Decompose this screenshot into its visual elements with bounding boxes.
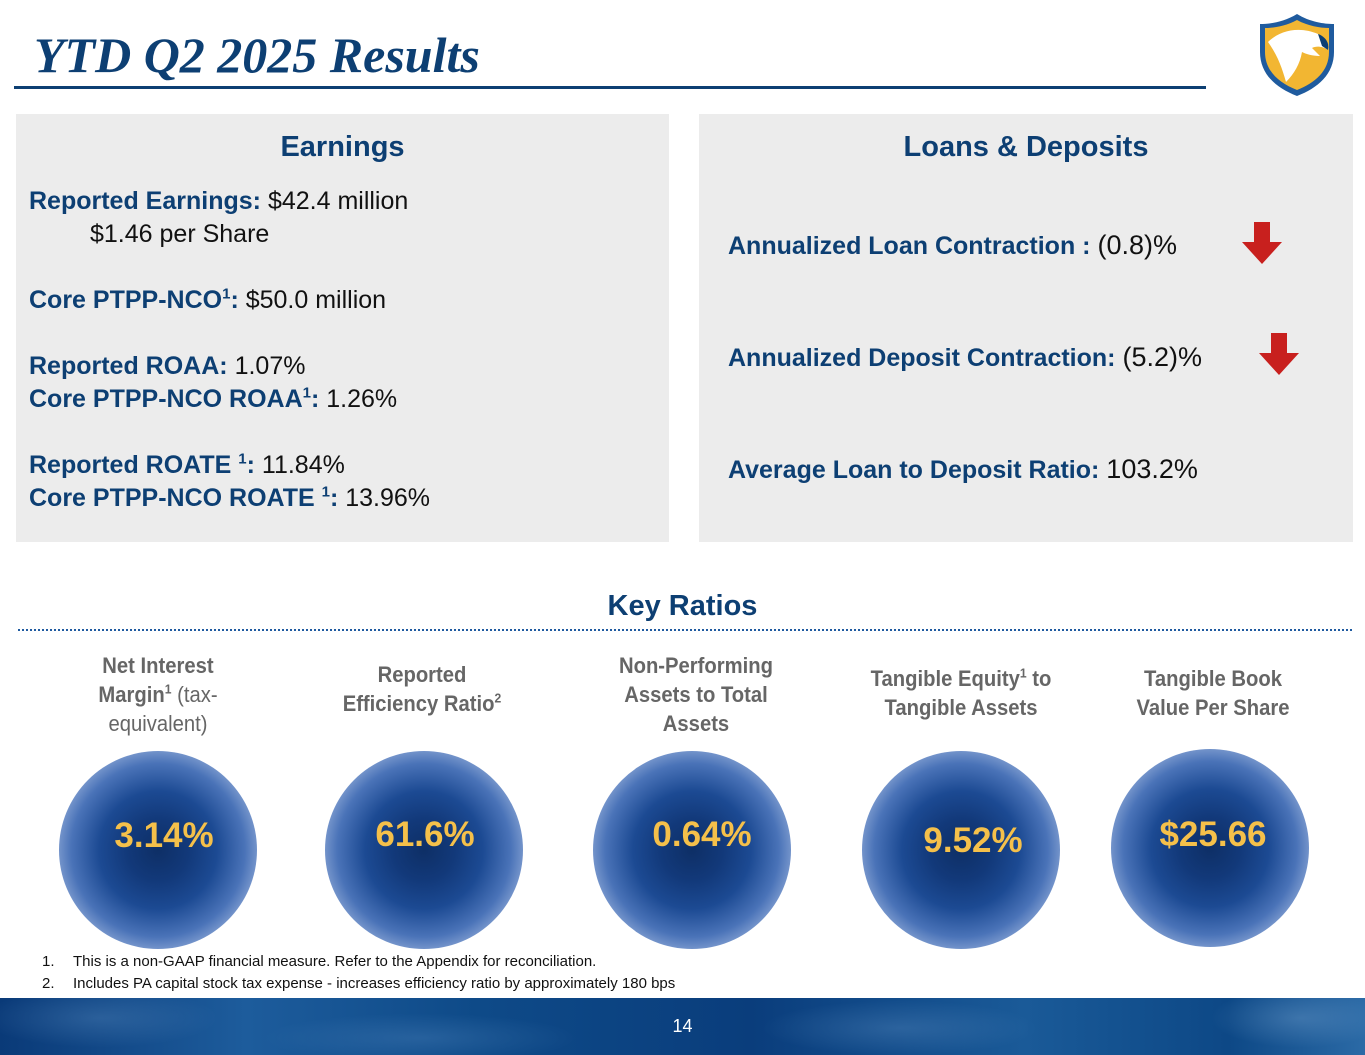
reported-roate-value: 11.84% bbox=[261, 451, 345, 479]
ratio-circle-tangible-equity bbox=[862, 751, 1060, 949]
footnote-2: 2. Includes PA capital stock tax expense … bbox=[42, 975, 676, 992]
reported-roaa-label: Reported ROAA: bbox=[29, 352, 228, 380]
footnote-ref: 1 bbox=[302, 384, 311, 402]
earnings-panel: Earnings Reported Earnings: $42.4 millio… bbox=[16, 114, 669, 542]
footnote-ref: 1 bbox=[321, 483, 330, 501]
loan-deposit-ratio-value: 103.2% bbox=[1106, 454, 1198, 484]
ratio-label-nim: Net Interest Margin1 (tax- equivalent) bbox=[98, 653, 218, 736]
ratio-label-npa: Non-Performing Assets to Total Assets bbox=[618, 653, 774, 736]
footnotes: 1. This is a non-GAAP financial measure. … bbox=[42, 951, 675, 995]
footnote-ref: 1 bbox=[222, 285, 231, 303]
core-ptpp-line: Core PTPP-NCO1: $50.0 million bbox=[29, 285, 387, 314]
reported-roate-label: Reported ROATE bbox=[29, 451, 239, 479]
footnote-ref: 1 bbox=[238, 450, 247, 468]
core-ptpp-value: $50.0 million bbox=[245, 286, 387, 314]
deposit-contraction-value: (5.2)% bbox=[1122, 342, 1202, 372]
ratio-value-tangible-equity: 9.52% bbox=[923, 821, 1023, 860]
loan-deposit-ratio-line: Average Loan to Deposit Ratio: 103.2% bbox=[728, 454, 1198, 485]
key-ratios-divider bbox=[18, 629, 1352, 631]
ratio-value-tbvps: $25.66 bbox=[1159, 815, 1267, 854]
loans-deposits-panel: Loans & Deposits Annualized Loan Contrac… bbox=[699, 114, 1353, 542]
down-arrow-icon bbox=[1259, 333, 1299, 375]
footer-map-graphic bbox=[0, 998, 1365, 1055]
reported-earnings-line: Reported Earnings: $42.4 million bbox=[29, 187, 408, 216]
reported-earnings-value: $42.4 million bbox=[267, 187, 409, 215]
loan-contraction-label: Annualized Loan Contraction : bbox=[728, 232, 1091, 260]
core-roate-value: 13.96% bbox=[345, 484, 431, 512]
reported-earnings-label: Reported Earnings: bbox=[29, 187, 261, 215]
page-title: YTD Q2 2025 Results bbox=[34, 27, 480, 83]
deposit-contraction-label: Annualized Deposit Contraction: bbox=[728, 344, 1116, 372]
ratio-circle-efficiency bbox=[325, 751, 523, 949]
ratio-value-nim: 3.14% bbox=[114, 816, 214, 855]
ratio-circle-npa bbox=[593, 751, 791, 949]
footer-bar bbox=[0, 998, 1365, 1055]
ratio-label-tbvps: Tangible Book Value Per Share bbox=[1136, 666, 1290, 720]
loan-deposit-ratio-label: Average Loan to Deposit Ratio: bbox=[728, 456, 1100, 484]
ratio-label-tangible-equity: Tangible Equity1 to Tangible Assets bbox=[870, 665, 1052, 720]
earnings-heading: Earnings bbox=[280, 131, 405, 163]
ratio-value-efficiency: 61.6% bbox=[375, 815, 475, 854]
core-ptpp-label: Core PTPP-NCO bbox=[29, 286, 223, 314]
loan-contraction-value: (0.8)% bbox=[1097, 230, 1177, 260]
core-roate-label: Core PTPP-NCO ROATE bbox=[29, 484, 322, 512]
reported-roaa-value: 1.07% bbox=[234, 352, 306, 380]
footnote-1: 1. This is a non-GAAP financial measure. … bbox=[42, 953, 597, 970]
loan-contraction-line: Annualized Loan Contraction : (0.8)% bbox=[728, 230, 1177, 261]
page-number: 14 bbox=[672, 1016, 693, 1036]
key-ratios-heading: Key Ratios bbox=[607, 590, 758, 622]
ratio-circle-tbvps bbox=[1111, 749, 1309, 947]
reported-roate-line: Reported ROATE 1: 11.84% bbox=[29, 450, 345, 479]
ratio-label-efficiency: Reported Efficiency Ratio2 bbox=[342, 662, 502, 716]
loans-deposits-heading: Loans & Deposits bbox=[903, 131, 1149, 163]
eagle-shield-logo bbox=[1260, 14, 1334, 96]
down-arrow-icon bbox=[1242, 222, 1282, 264]
core-roaa-label: Core PTPP-NCO ROAA bbox=[29, 385, 303, 413]
ratio-value-npa: 0.64% bbox=[652, 815, 752, 854]
per-share-line: $1.46 per Share bbox=[90, 220, 270, 248]
ratio-circle-nim bbox=[59, 751, 257, 949]
core-roate-line: Core PTPP-NCO ROATE 1: 13.96% bbox=[29, 483, 431, 512]
title-underline bbox=[14, 86, 1206, 89]
core-roaa-value: 1.26% bbox=[326, 385, 398, 413]
core-roaa-line: Core PTPP-NCO ROAA1: 1.26% bbox=[29, 384, 398, 413]
deposit-contraction-line: Annualized Deposit Contraction: (5.2)% bbox=[728, 342, 1202, 373]
reported-roaa-line: Reported ROAA: 1.07% bbox=[29, 352, 305, 381]
